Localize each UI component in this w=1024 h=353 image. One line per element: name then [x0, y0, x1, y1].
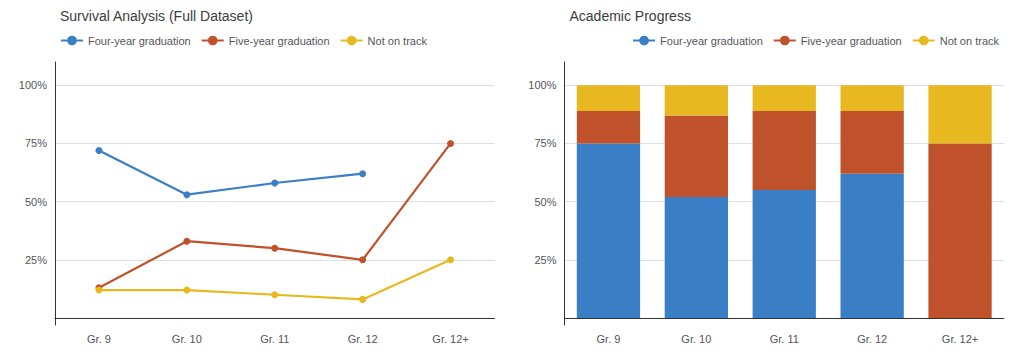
svg-text:Gr. 9: Gr. 9 [87, 333, 111, 345]
svg-text:Not on track: Not on track [940, 35, 1000, 47]
svg-text:100%: 100% [19, 79, 47, 91]
svg-text:Gr. 11: Gr. 11 [260, 333, 289, 345]
svg-text:Gr. 11: Gr. 11 [770, 333, 799, 345]
svg-text:Gr. 9: Gr. 9 [597, 333, 621, 345]
svg-text:Four-year graduation: Four-year graduation [88, 35, 191, 47]
svg-text:Gr. 12+: Gr. 12+ [432, 333, 468, 345]
svg-text:Four-year graduation: Four-year graduation [660, 35, 763, 47]
svg-text:75%: 75% [534, 137, 556, 149]
svg-text:50%: 50% [25, 196, 47, 208]
svg-text:Five-year graduation: Five-year graduation [229, 35, 330, 47]
svg-text:100%: 100% [528, 79, 556, 91]
svg-text:Gr. 10: Gr. 10 [681, 333, 711, 345]
svg-text:50%: 50% [534, 196, 556, 208]
svg-text:25%: 25% [25, 254, 47, 266]
svg-text:Gr. 12: Gr. 12 [857, 333, 887, 345]
svg-text:Gr. 12+: Gr. 12+ [942, 333, 978, 345]
svg-text:Not on track: Not on track [368, 35, 428, 47]
svg-text:Five-year graduation: Five-year graduation [801, 35, 902, 47]
svg-text:Academic Progress: Academic Progress [570, 8, 691, 24]
svg-text:75%: 75% [25, 137, 47, 149]
svg-text:Gr. 12: Gr. 12 [348, 333, 378, 345]
svg-text:Survival Analysis (Full Datase: Survival Analysis (Full Dataset) [60, 8, 253, 24]
svg-text:25%: 25% [534, 254, 556, 266]
svg-text:Gr. 10: Gr. 10 [172, 333, 202, 345]
